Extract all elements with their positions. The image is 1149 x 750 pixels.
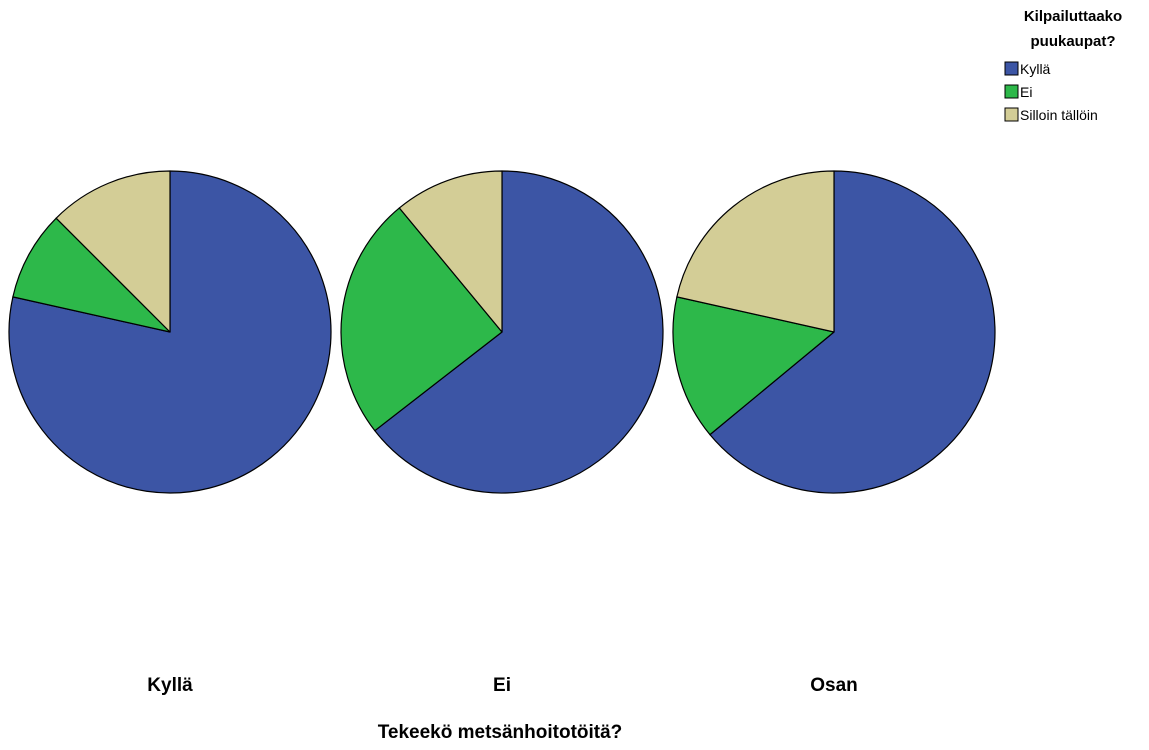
legend-swatch-silloin-talloin: [1004, 107, 1019, 122]
legend-item-ei: Ei: [1004, 84, 1032, 100]
legend-items: Kyllä Ei Silloin tällöin: [1004, 61, 1098, 123]
pie-ei: [340, 170, 664, 494]
category-labels: Kyllä Ei Osan: [147, 675, 857, 696]
category-label-ei: Ei: [493, 675, 511, 696]
legend-label-silloin-talloin: Silloin tällöin: [1020, 107, 1098, 123]
pie-slice-osan-kylla: [709, 170, 996, 494]
pie-slice-osan-ei: [672, 296, 835, 436]
pie-slice-kylla-ei: [12, 217, 171, 333]
pies-layer: [8, 170, 996, 494]
legend-item-kylla: Kyllä: [1004, 61, 1051, 77]
legend: Kilpailuttaako puukaupat? Kyllä Ei Silloin…: [1004, 8, 1122, 123]
category-label-kylla: Kyllä: [147, 675, 193, 696]
x-axis-title: Tekeekö metsänhoitotöitä?: [378, 722, 623, 743]
category-label-osan: Osan: [810, 675, 858, 696]
pie-osan: [672, 170, 996, 494]
legend-swatch-ei: [1004, 84, 1019, 99]
pie-slice-ei-ei: [340, 207, 503, 432]
pie-kylla: [8, 170, 332, 494]
pie-slice-ei-silloin-talloin: [398, 170, 503, 333]
pie-slice-kylla-silloin-talloin: [55, 170, 171, 333]
legend-label-kylla: Kyllä: [1020, 61, 1051, 77]
pie-slice-ei-kylla: [374, 170, 664, 494]
pie-slice-osan-silloin-talloin: [676, 170, 835, 333]
legend-item-silloin-talloin: Silloin tällöin: [1004, 107, 1098, 123]
legend-title-line-1: Kilpailuttaako: [1024, 8, 1122, 25]
legend-title-line-2: puukaupat?: [1031, 33, 1116, 50]
legend-label-ei: Ei: [1020, 84, 1032, 100]
legend-swatch-kylla: [1004, 61, 1019, 76]
